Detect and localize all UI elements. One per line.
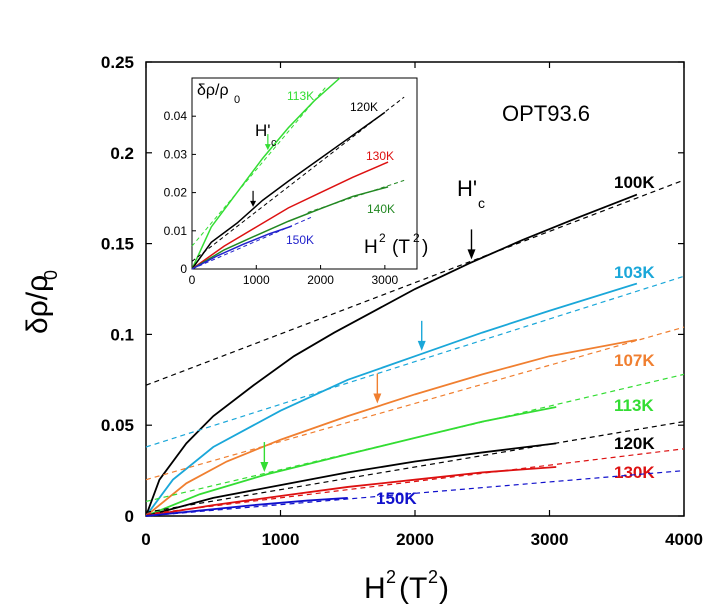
y-tick-label: 0.15 bbox=[101, 235, 134, 254]
series-label-150K: 150K bbox=[376, 489, 417, 508]
series-label-120K: 120K bbox=[614, 434, 655, 453]
fit-line-100K bbox=[145, 179, 685, 386]
inset-x-title-units: (T bbox=[392, 237, 410, 258]
inset-x-axis-title: H 2 (T 2 ) bbox=[364, 231, 428, 258]
hc-label-inset: H' bbox=[255, 121, 271, 140]
x-tick-label: 0 bbox=[141, 530, 150, 549]
fit-line-103K bbox=[145, 275, 685, 448]
x-tick-label: 1000 bbox=[262, 530, 300, 549]
inset-plot: 0 1000 2000 3000 0 0.01 0.02 0.03 0.04 113K 120K 13… bbox=[164, 77, 418, 287]
hc-arrow-head-103K bbox=[417, 340, 426, 351]
inset-series-label-120K: 120K bbox=[350, 100, 378, 114]
y-tick-label: 0.05 bbox=[101, 416, 134, 435]
x-axis-title-sup: 2 bbox=[386, 567, 396, 587]
inset-series-label-113K: 113K bbox=[287, 89, 314, 103]
fit-line-120K bbox=[145, 420, 685, 513]
inset-series-line-140K bbox=[191, 186, 389, 270]
series-label-113K: 113K bbox=[614, 396, 654, 415]
inset-x-title-units-sup: 2 bbox=[413, 231, 420, 245]
inset-fit-line-140K bbox=[307, 179, 405, 213]
inset-y-tick-label: 0.02 bbox=[164, 186, 188, 200]
fit-line-130K bbox=[145, 448, 685, 515]
main-plot: 0 1000 2000 3000 400000.050.10.150.20.25100K… bbox=[101, 53, 703, 549]
inset-hc-arrow-head-113K bbox=[264, 144, 271, 151]
chart-title: OPT93.6 bbox=[502, 101, 590, 126]
inset-x-tick-label: 0 bbox=[189, 273, 196, 287]
inset-x-title-H: H bbox=[364, 237, 378, 258]
inset-series-label-140K: 140K bbox=[367, 202, 395, 216]
series-label-100K: 100K bbox=[614, 173, 655, 192]
inset-fit-line-150K bbox=[191, 216, 312, 270]
inset-y-title-drho: δρ/ρ bbox=[197, 82, 229, 99]
x-axis-title-units: (T bbox=[399, 572, 427, 605]
series-label-130K: 130K bbox=[614, 463, 655, 482]
series-label-103K: 103K bbox=[614, 263, 655, 282]
hc-arrow-head-100K bbox=[467, 249, 476, 260]
inset-series-label-150K: 150K bbox=[286, 233, 314, 247]
hc-arrow-head-107K bbox=[373, 393, 382, 404]
inset-x-tick-label: 3000 bbox=[372, 273, 399, 287]
inset-x-tick-label: 1000 bbox=[243, 273, 270, 287]
series-line-107K bbox=[145, 338, 638, 517]
y-tick-label: 0.1 bbox=[110, 325, 134, 344]
main-y-axis-title: δρ/ρ 0 bbox=[21, 270, 61, 334]
inset-y-tick-label: 0.01 bbox=[164, 224, 188, 238]
y-tick-label: 0.2 bbox=[110, 144, 134, 163]
y-axis-title-drho: δρ/ρ bbox=[21, 275, 54, 334]
hc-label-main: H' bbox=[457, 176, 477, 201]
main-x-axis-title: H 2 (T 2 ) bbox=[364, 567, 449, 605]
x-tick-label: 4000 bbox=[665, 530, 703, 549]
inset-x-title-close: ) bbox=[422, 237, 428, 258]
hc-arrow-head-113K bbox=[260, 462, 269, 473]
inset-y-tick-label: 0.03 bbox=[164, 147, 188, 161]
inset-y-tick-label: 0.04 bbox=[164, 109, 188, 123]
series-label-107K: 107K bbox=[614, 351, 655, 370]
x-axis-title-units-sup: 2 bbox=[428, 567, 438, 587]
inset-series-line-150K bbox=[191, 225, 292, 270]
hc-label-main-sub: c bbox=[478, 195, 485, 211]
inset-frame bbox=[191, 77, 418, 270]
y-tick-label: 0.25 bbox=[101, 53, 134, 72]
inset-series-line-120K bbox=[191, 111, 386, 270]
x-axis-title-H: H bbox=[364, 572, 386, 605]
series-line-130K bbox=[145, 466, 557, 517]
inset-y-axis-title: δρ/ρ 0 bbox=[197, 82, 240, 106]
series-line-103K bbox=[145, 282, 638, 517]
inset-x-title-sup: 2 bbox=[379, 231, 386, 245]
y-axis-title-sub: 0 bbox=[41, 270, 61, 280]
fit-line-113K bbox=[145, 373, 685, 503]
fit-line-107K bbox=[145, 326, 685, 481]
series-line-120K bbox=[145, 442, 557, 517]
inset-y-tick-label: 0 bbox=[180, 262, 187, 276]
inset-x-tick-label: 2000 bbox=[307, 273, 334, 287]
inset-series-line-130K bbox=[191, 161, 389, 270]
y-tick-label: 0 bbox=[125, 507, 134, 526]
inset-hc-arrow-head-120K bbox=[250, 200, 257, 207]
inset-series-label-130K: 130K bbox=[366, 149, 394, 163]
hc-label-inset-sub: c bbox=[271, 137, 277, 149]
inset-fit-line-120K bbox=[191, 96, 405, 262]
x-tick-label: 2000 bbox=[396, 530, 434, 549]
inset-y-title-sub: 0 bbox=[234, 94, 240, 106]
series-line-150K bbox=[145, 496, 348, 517]
x-tick-label: 3000 bbox=[531, 530, 569, 549]
x-axis-title-close: ) bbox=[439, 572, 449, 605]
series-line-100K bbox=[145, 193, 638, 517]
